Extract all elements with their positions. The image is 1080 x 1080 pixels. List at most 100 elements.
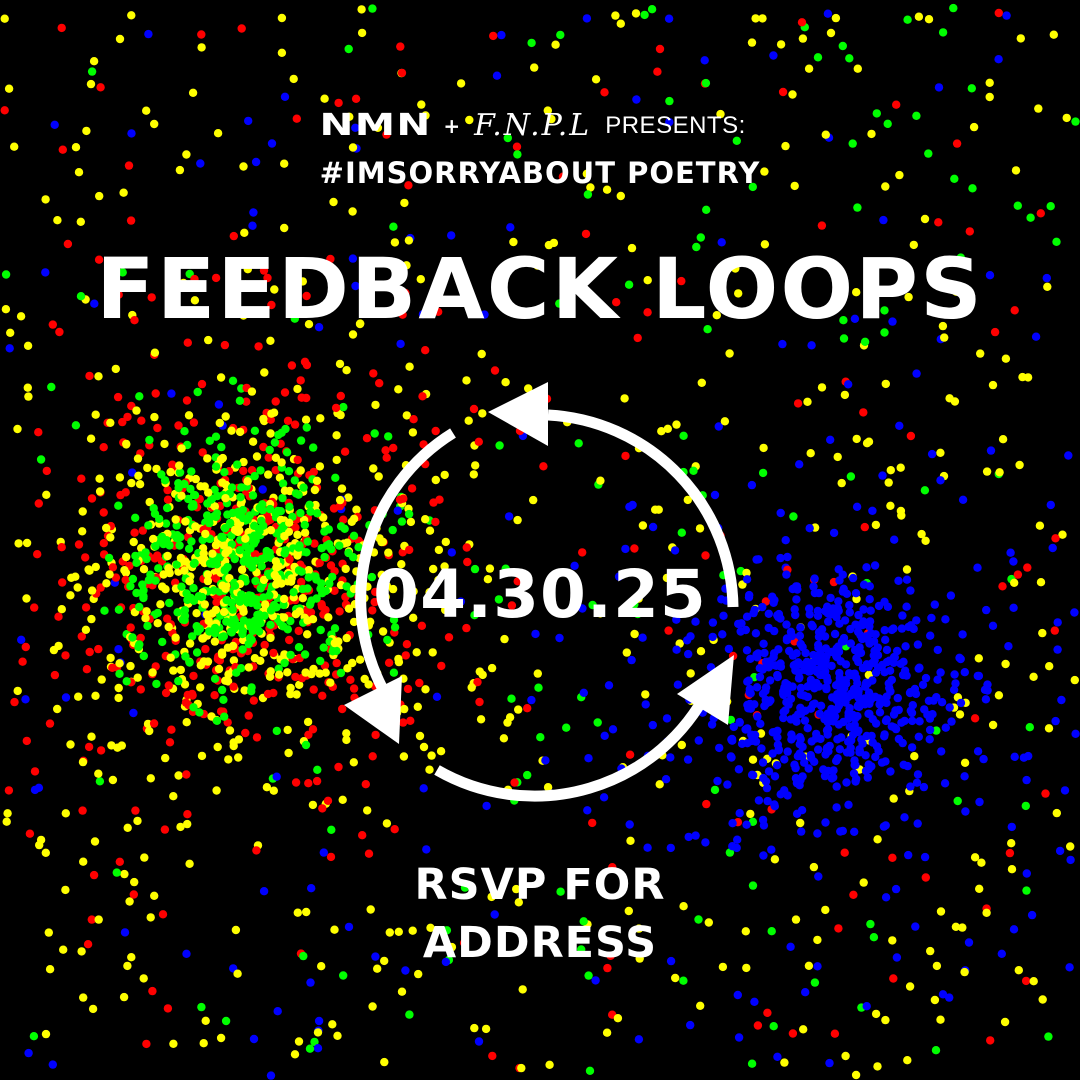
- confetti-dot: [204, 488, 213, 497]
- confetti-dot: [134, 471, 143, 480]
- confetti-dot: [677, 276, 686, 286]
- confetti-dot: [159, 570, 168, 579]
- confetti-dot: [122, 439, 131, 449]
- confetti-dot: [1009, 603, 1018, 612]
- confetti-dot: [294, 1037, 304, 1046]
- confetti-dot: [185, 577, 194, 586]
- confetti-dot: [338, 795, 347, 804]
- confetti-dot: [255, 503, 264, 512]
- confetti-dot: [230, 581, 240, 590]
- confetti-dot: [310, 539, 319, 548]
- confetti-dot: [844, 737, 853, 746]
- confetti-dot: [930, 995, 940, 1005]
- confetti-dot: [588, 818, 597, 828]
- confetti-dot: [368, 697, 377, 706]
- confetti-dot: [210, 674, 220, 683]
- confetti-dot: [562, 723, 571, 732]
- confetti-dot: [1002, 11, 1011, 20]
- confetti-dot: [378, 537, 388, 546]
- confetti-dot: [467, 683, 476, 692]
- confetti-dot: [974, 654, 983, 663]
- confetti-dot: [224, 755, 233, 764]
- confetti-dot: [77, 474, 86, 483]
- confetti-dot: [969, 122, 979, 132]
- confetti-dot: [303, 717, 313, 727]
- confetti-dot: [501, 564, 510, 573]
- confetti-dot: [427, 751, 436, 760]
- confetti-dot: [340, 447, 350, 456]
- confetti-dot: [47, 382, 56, 392]
- confetti-dot: [128, 633, 137, 642]
- confetti-dot: [784, 700, 793, 709]
- confetti-dot: [894, 576, 903, 585]
- confetti-dot: [204, 616, 213, 626]
- confetti-dot: [182, 770, 191, 779]
- confetti-dot: [416, 275, 425, 284]
- confetti-dot: [1055, 846, 1065, 856]
- confetti-dot: [1036, 578, 1046, 587]
- confetti-dot: [421, 459, 430, 469]
- confetti-dot: [89, 870, 99, 880]
- confetti-dot: [985, 271, 995, 280]
- confetti-dot: [967, 84, 976, 93]
- confetti-dot: [641, 700, 650, 709]
- confetti-dot: [229, 231, 238, 241]
- confetti-dot: [653, 67, 662, 76]
- confetti-dot: [239, 457, 248, 467]
- confetti-dot: [158, 910, 168, 919]
- confetti-dot: [773, 670, 782, 680]
- confetti-dot: [131, 513, 140, 522]
- confetti-dot: [311, 500, 320, 510]
- confetti-dot: [982, 467, 992, 476]
- confetti-dot: [244, 639, 253, 649]
- confetti-dot: [781, 536, 790, 545]
- confetti-dot: [375, 379, 384, 388]
- confetti-dot: [470, 564, 480, 574]
- confetti-dot: [503, 133, 512, 143]
- confetti-dot: [95, 777, 105, 786]
- confetti-dot: [400, 704, 409, 714]
- confetti-dot: [441, 537, 450, 547]
- confetti-dot: [751, 629, 761, 638]
- confetti-dot: [243, 265, 252, 274]
- confetti-dot: [926, 946, 935, 956]
- confetti-dot: [785, 683, 794, 692]
- confetti-dot: [78, 507, 87, 516]
- confetti-dot: [267, 409, 276, 418]
- confetti-dot: [783, 747, 792, 756]
- confetti-dot: [61, 885, 70, 895]
- confetti-dot: [762, 783, 772, 793]
- confetti-dot: [183, 810, 192, 819]
- confetti-dot: [10, 142, 19, 151]
- confetti-dot: [349, 514, 359, 523]
- confetti-dot: [440, 470, 449, 480]
- confetti-dot: [190, 558, 199, 568]
- confetti-dot: [886, 501, 895, 510]
- confetti-dot: [373, 669, 382, 678]
- confetti-dot: [238, 629, 247, 639]
- confetti-dot: [351, 123, 360, 132]
- confetti-dot: [139, 651, 148, 661]
- confetti-dot: [638, 521, 648, 530]
- confetti-dot: [854, 657, 863, 667]
- confetti-dot: [257, 562, 266, 571]
- confetti-dot: [177, 582, 186, 591]
- confetti-dot: [160, 439, 169, 449]
- confetti-dot: [211, 605, 221, 615]
- confetti-dot: [320, 552, 329, 562]
- confetti-dot: [581, 229, 591, 239]
- confetti-dot: [787, 735, 796, 744]
- confetti-dot: [142, 1039, 151, 1049]
- confetti-dot: [197, 751, 207, 761]
- confetti-dot: [81, 625, 91, 634]
- confetti-dot: [319, 848, 328, 857]
- confetti-dot: [224, 670, 233, 679]
- confetti-dot: [107, 741, 116, 750]
- confetti-dot: [83, 940, 93, 949]
- confetti-dot: [786, 715, 796, 724]
- confetti-dot: [371, 952, 380, 961]
- confetti-dot: [185, 859, 194, 868]
- confetti-dot: [823, 766, 833, 776]
- confetti-dot: [826, 28, 836, 38]
- confetti-dot: [269, 648, 278, 658]
